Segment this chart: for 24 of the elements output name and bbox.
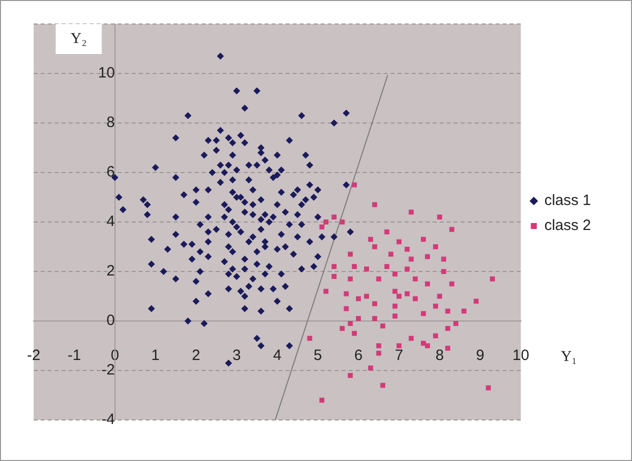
x-tick-label: 2 (192, 347, 200, 364)
x-tick-label: -2 (26, 347, 40, 364)
y-tick-label: 0 (106, 312, 115, 330)
x-tick-label: 7 (394, 347, 404, 364)
y-tick-label: 4 (106, 213, 115, 230)
x-tick-label: 5 (314, 347, 322, 364)
x-tick-label: 6 (354, 347, 363, 364)
x-tick-label: 1 (151, 347, 160, 364)
x-tick-label: 10 (512, 347, 530, 364)
x-tick-label: -1 (68, 347, 81, 364)
y-tick-label: 10 (98, 64, 115, 82)
x-tick-label: 9 (476, 347, 484, 364)
y-axis-title: Y₂ (70, 30, 87, 47)
x-tick-label: 8 (435, 347, 444, 364)
x-axis-title: Y₁ (560, 348, 577, 365)
legend-label: class 2 (544, 217, 592, 234)
y-tick-label: -2 (102, 362, 115, 379)
legend-label: class 1 (544, 192, 592, 210)
y-tick-label: 8 (106, 114, 115, 132)
x-tick-label: 3 (232, 347, 241, 364)
y-tick-label: 2 (106, 262, 115, 280)
y-tick-label: -4 (102, 411, 115, 428)
y-tick-label: 6 (106, 164, 115, 181)
x-tick-label: 4 (273, 347, 282, 364)
